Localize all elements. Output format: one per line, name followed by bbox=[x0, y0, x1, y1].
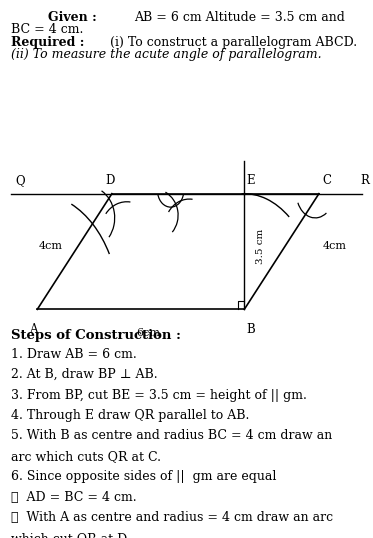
Text: 4. Through E draw QR parallel to AB.: 4. Through E draw QR parallel to AB. bbox=[11, 409, 250, 422]
Text: Q: Q bbox=[15, 174, 25, 187]
Text: AB = 6 cm Altitude = 3.5 cm and: AB = 6 cm Altitude = 3.5 cm and bbox=[134, 11, 345, 24]
Text: 2. At B, draw BP ⊥ AB.: 2. At B, draw BP ⊥ AB. bbox=[11, 368, 158, 381]
Text: C: C bbox=[322, 174, 331, 187]
Text: 1. Draw AB = 6 cm.: 1. Draw AB = 6 cm. bbox=[11, 348, 137, 360]
Text: ∴  With A as centre and radius = 4 cm draw an arc: ∴ With A as centre and radius = 4 cm dra… bbox=[11, 511, 333, 524]
Text: 6cm: 6cm bbox=[136, 328, 160, 338]
Text: Given :: Given : bbox=[48, 11, 101, 24]
Text: D: D bbox=[105, 174, 115, 187]
Text: 6. Since opposite sides of ||  gm are equal: 6. Since opposite sides of || gm are equ… bbox=[11, 470, 276, 483]
Text: (i) To construct a parallelogram ABCD.: (i) To construct a parallelogram ABCD. bbox=[110, 36, 357, 48]
Text: Required :: Required : bbox=[11, 36, 89, 48]
Text: 5. With B as centre and radius BC = 4 cm draw an: 5. With B as centre and radius BC = 4 cm… bbox=[11, 429, 332, 442]
Text: 3. From BP, cut BE = 3.5 cm = height of || gm.: 3. From BP, cut BE = 3.5 cm = height of … bbox=[11, 388, 307, 401]
Text: ∴  AD = BC = 4 cm.: ∴ AD = BC = 4 cm. bbox=[11, 491, 137, 504]
Text: E: E bbox=[246, 174, 255, 187]
Text: R: R bbox=[360, 174, 369, 187]
Text: BC = 4 cm.: BC = 4 cm. bbox=[11, 23, 84, 36]
Text: 4cm: 4cm bbox=[39, 241, 63, 251]
Text: 3.5 cm: 3.5 cm bbox=[256, 229, 264, 264]
Text: arc which cuts QR at C.: arc which cuts QR at C. bbox=[11, 450, 161, 463]
Text: A: A bbox=[29, 323, 38, 336]
Text: Steps of Construction :: Steps of Construction : bbox=[11, 329, 181, 342]
Text: (ii) To measure the acute angle of parallelogram.: (ii) To measure the acute angle of paral… bbox=[11, 48, 322, 61]
Text: which cut QR at D.: which cut QR at D. bbox=[11, 532, 131, 538]
Text: B: B bbox=[246, 323, 255, 336]
Text: 4cm: 4cm bbox=[323, 241, 347, 251]
